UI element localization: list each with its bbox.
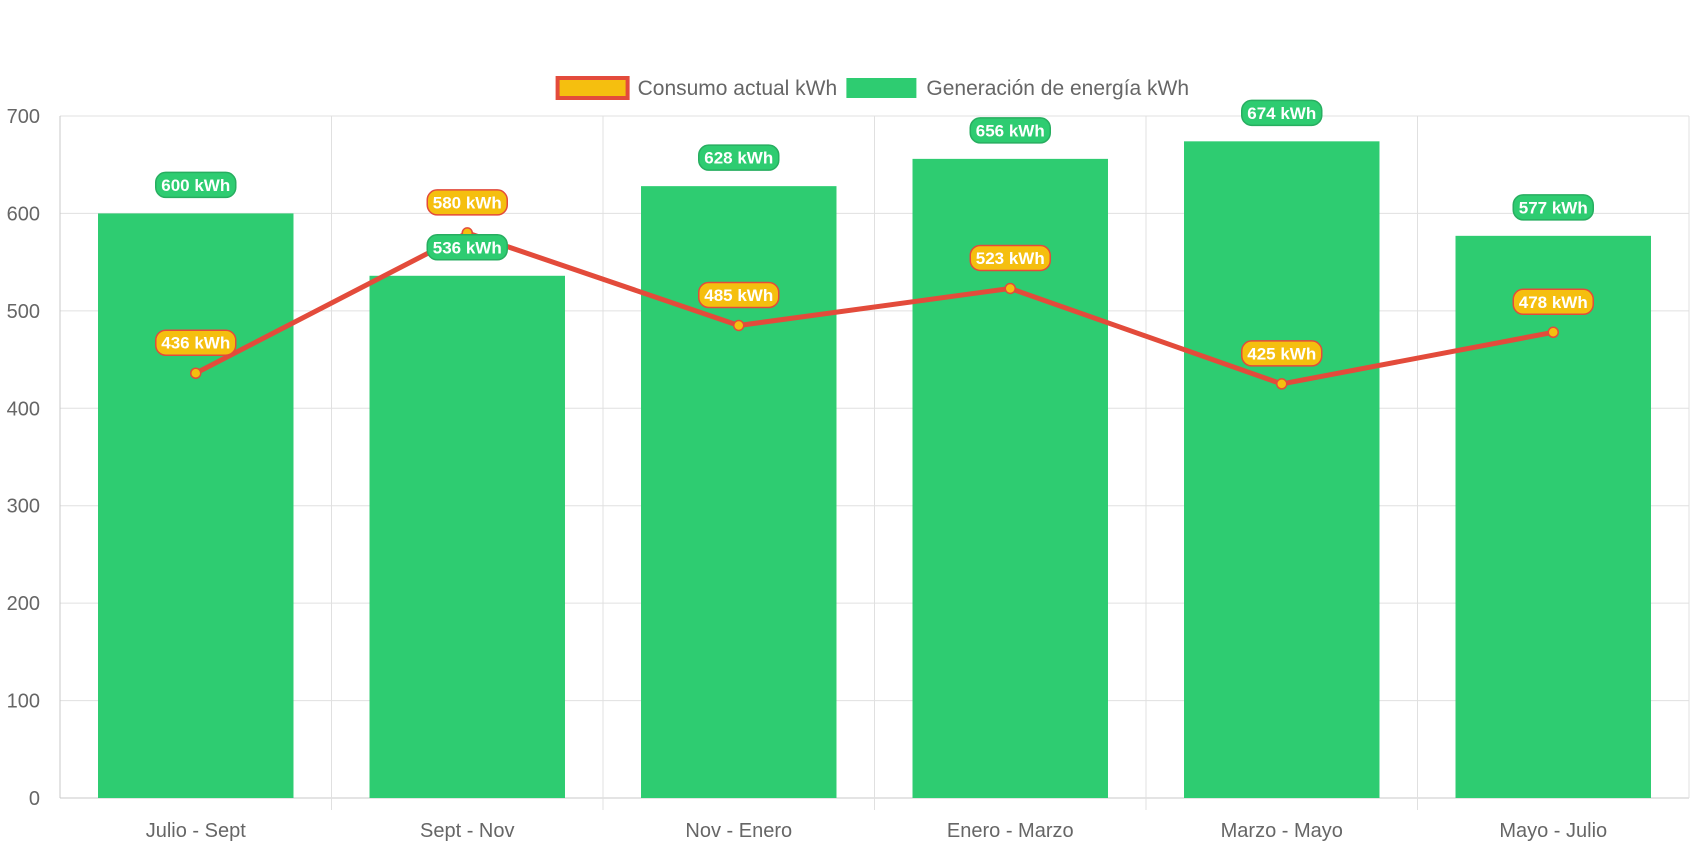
data-label-box (969, 244, 1051, 272)
y-tick-label: 600 (7, 203, 40, 225)
bar-series (98, 141, 1651, 799)
data-label-box (426, 234, 508, 261)
data-label-text: 628 kWh (704, 149, 773, 168)
data-label-text: 425 kWh (1247, 344, 1316, 363)
legend[interactable]: Consumo actual kWh Generación de energía … (555, 76, 1189, 100)
legend-swatch (846, 78, 917, 98)
y-tick-label: 0 (29, 788, 40, 810)
legend-label: Generación de energía kWh (926, 77, 1189, 100)
series-line (194, 230, 1554, 387)
data-label-box (155, 329, 237, 356)
legend-swatch (555, 76, 630, 100)
line-data-label: 436 kWh (155, 329, 237, 356)
x-tick-label: Julio - Sept (146, 820, 246, 842)
x-tick-label: Nov - Enero (685, 820, 792, 842)
data-label-box (698, 144, 780, 171)
data-label-text: 485 kWh (704, 286, 773, 305)
line-data-label: 580 kWh (426, 189, 508, 216)
y-tick-label: 500 (7, 301, 40, 323)
y-tick-label: 200 (7, 593, 40, 615)
line-data-label: 425 kWh (1241, 340, 1323, 367)
bar-data-label: 600 kWh (155, 171, 237, 199)
data-label-box (1241, 99, 1323, 127)
data-label-text: 577 kWh (1519, 198, 1588, 217)
line-series (190, 227, 1559, 390)
bar-data-label: 536 kWh (426, 234, 508, 261)
y-tick-label: 100 (7, 691, 40, 713)
data-label-text: 580 kWh (433, 193, 502, 212)
legend-item-generacion[interactable]: Generación de energía kWh (846, 77, 1189, 100)
data-label-text: 523 kWh (976, 249, 1045, 268)
line-point (1547, 326, 1559, 339)
x-tick-label: Marzo - Mayo (1221, 820, 1343, 842)
bar-data-label: 577 kWh (1512, 194, 1594, 221)
bar (641, 186, 837, 799)
bar (1455, 235, 1651, 798)
x-axis: Julio - Sept Sept - Nov Nov - Enero Enero -… (146, 820, 1607, 842)
data-label-text: 656 kWh (976, 121, 1045, 140)
data-label-text: 600 kWh (161, 176, 230, 195)
data-label-box (698, 281, 780, 309)
bar-data-label: 674 kWh (1241, 99, 1323, 127)
line-data-label: 485 kWh (698, 281, 780, 309)
y-axis: 0 100 200 300 400 500 600 700 (7, 106, 40, 810)
data-label-text: 674 kWh (1247, 104, 1316, 123)
bar (98, 213, 294, 798)
x-tick-label: Mayo - Julio (1499, 820, 1607, 842)
data-label-box (155, 171, 237, 199)
line-data-label: 523 kWh (969, 244, 1051, 272)
data-label-box (969, 117, 1051, 144)
data-label-box (1512, 288, 1594, 316)
line-point (1276, 378, 1288, 390)
data-label-text: 536 kWh (433, 238, 502, 257)
line-point (733, 319, 745, 332)
x-tick-label: Enero - Marzo (947, 820, 1074, 842)
data-label-box (1241, 340, 1323, 367)
bar (369, 275, 565, 799)
data-labels: 600 kWh 536 kWh 628 kWh 656 kWh 674 kWh 577 k… (155, 99, 1594, 367)
data-label-box (426, 189, 508, 216)
y-tick-label: 700 (7, 106, 40, 128)
bar-data-label: 656 kWh (969, 117, 1051, 144)
grid (59, 115, 1690, 810)
bar (1184, 141, 1380, 798)
bar-data-label: 628 kWh (698, 144, 780, 171)
legend-label: Consumo actual kWh (638, 77, 838, 100)
x-tick-label: Sept - Nov (420, 820, 514, 842)
data-label-text: 478 kWh (1519, 293, 1588, 312)
y-tick-label: 300 (7, 496, 40, 518)
legend-item-consumo[interactable]: Consumo actual kWh (555, 76, 838, 100)
data-label-text: 436 kWh (161, 334, 230, 353)
data-label-box (1512, 194, 1594, 221)
line-point (190, 367, 202, 379)
y-tick-label: 400 (7, 398, 40, 420)
line-point (1004, 282, 1016, 295)
line-data-label: 478 kWh (1512, 288, 1594, 316)
